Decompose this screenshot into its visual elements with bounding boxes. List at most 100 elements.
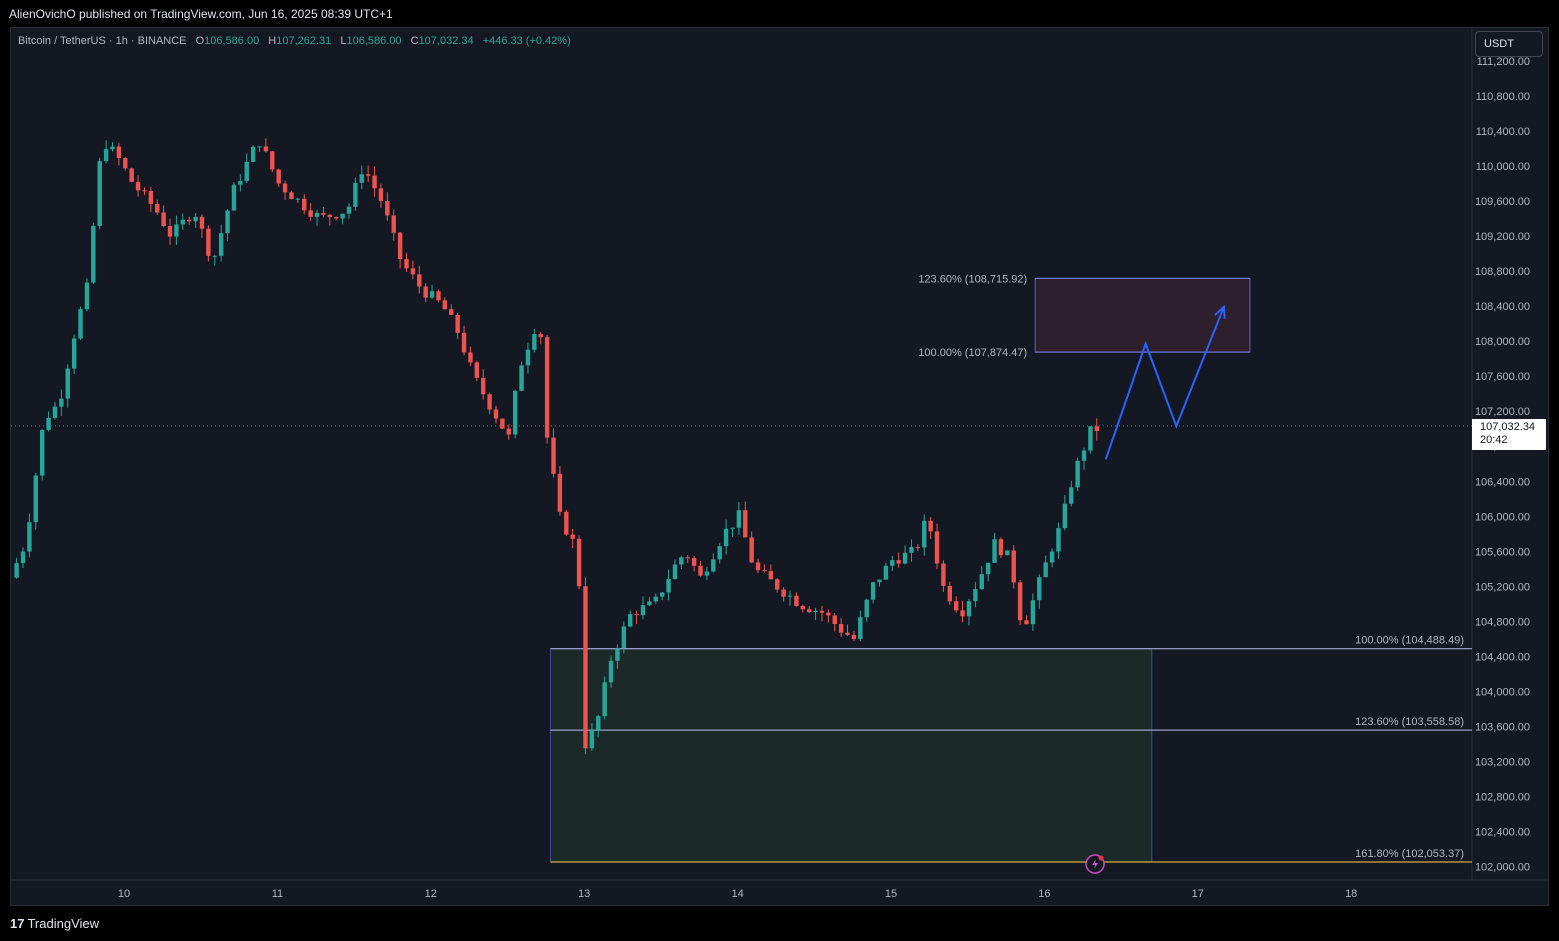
- candle-body: [180, 219, 186, 225]
- candle-body: [634, 614, 639, 616]
- lightning-icon: [1092, 859, 1099, 870]
- candle-body: [193, 216, 198, 222]
- candle-body: [519, 365, 524, 391]
- candle-body: [308, 210, 313, 217]
- x-tick-label: 17: [1192, 888, 1204, 900]
- candle-body: [142, 190, 147, 192]
- candle-body: [1075, 460, 1080, 488]
- candle-body: [1062, 503, 1068, 529]
- candle-body: [1037, 577, 1042, 601]
- candle-body: [410, 268, 416, 275]
- candle-body: [966, 601, 972, 617]
- candle-body: [103, 149, 109, 162]
- candle-body: [532, 334, 537, 350]
- candle-body: [289, 192, 294, 200]
- fib-level-label: 100.00% (104,488.49): [1355, 635, 1464, 647]
- candle-body: [206, 228, 211, 256]
- x-tick-label: 11: [272, 888, 283, 900]
- low-value: 106,586.00: [346, 35, 402, 47]
- candle-body: [474, 362, 480, 378]
- candle-body: [672, 564, 678, 580]
- y-tick-label: 105,200.00: [1475, 581, 1530, 593]
- candle-body: [365, 174, 371, 176]
- candle-body: [985, 562, 991, 575]
- candle-body: [941, 563, 946, 587]
- chart-frame[interactable]: 102,000.00 102,400.00 102,800.00 103,200.00…: [10, 27, 1549, 906]
- candle-body: [481, 377, 486, 395]
- candle-body: [794, 595, 799, 607]
- candle-body: [877, 579, 882, 583]
- change-value: +446.33 (+0.42%): [482, 35, 571, 47]
- projection-arrowhead: [1214, 304, 1226, 319]
- candle-body: [890, 560, 895, 566]
- candle-body: [922, 520, 927, 548]
- candle-body: [487, 394, 492, 410]
- candle-body: [468, 352, 473, 363]
- candle-body: [1094, 426, 1100, 431]
- candle-body: [845, 632, 850, 635]
- footer: 17 TradingView: [0, 906, 1559, 941]
- y-tick-label: 102,800.00: [1475, 792, 1530, 804]
- x-tick-label: 10: [118, 888, 130, 900]
- upper-target-zone: [1034, 277, 1251, 353]
- candle-body: [84, 282, 90, 310]
- candle-body: [602, 682, 607, 717]
- last-price-tag: 107,032.34 20:42: [1472, 419, 1546, 450]
- candle-body: [1081, 450, 1087, 461]
- candle-body: [915, 547, 921, 549]
- candle-body: [851, 634, 857, 639]
- candle-body: [589, 730, 595, 749]
- tradingview-logo[interactable]: 17 TradingView: [10, 916, 99, 931]
- y-tick-label: 106,000.00: [1475, 511, 1530, 523]
- projection-arrow: [1104, 306, 1225, 460]
- candle-body: [334, 217, 339, 219]
- currency-button[interactable]: USDT: [1475, 31, 1543, 57]
- y-tick-label: 105,600.00: [1475, 546, 1530, 558]
- x-tick-label: 18: [1345, 888, 1357, 900]
- price-chart[interactable]: 102,000.00 102,400.00 102,800.00 103,200.00…: [11, 28, 1548, 905]
- candle-body: [544, 337, 550, 438]
- alert-dot: [1098, 855, 1104, 861]
- candle-body: [250, 146, 256, 162]
- y-tick-label: 108,000.00: [1475, 336, 1530, 348]
- candle-body: [231, 184, 237, 211]
- candle-body: [167, 226, 173, 237]
- candle-body: [506, 428, 511, 435]
- candle-body: [755, 562, 761, 571]
- candle-body: [628, 614, 633, 627]
- candle-body: [512, 390, 518, 435]
- candle-body: [321, 213, 326, 215]
- high-key: H: [268, 35, 277, 47]
- candle-body: [110, 146, 115, 150]
- candles-group: [14, 138, 1100, 755]
- candle-body: [27, 522, 32, 552]
- candle-body: [1088, 426, 1093, 451]
- candle-body: [864, 599, 869, 618]
- bar-countdown: 20:42: [1480, 434, 1508, 446]
- candle-body: [928, 520, 933, 532]
- candle-body: [909, 547, 914, 553]
- y-tick-label: 110,800.00: [1476, 91, 1530, 103]
- candle-body: [1056, 528, 1061, 552]
- symbol-label[interactable]: Bitcoin / TetherUS · 1h · BINANCE: [18, 35, 187, 47]
- candle-body: [186, 219, 192, 222]
- fib-level-label: 161.80% (102,053.37): [1355, 848, 1464, 860]
- candle-body: [666, 579, 671, 593]
- open-key: O: [195, 35, 205, 47]
- candle-body: [1049, 551, 1055, 563]
- candle-body: [123, 158, 128, 169]
- last-price-value: 107,032.34: [1480, 421, 1536, 433]
- candle-body: [212, 255, 217, 257]
- candle-body: [161, 212, 166, 227]
- candle-body: [295, 198, 301, 200]
- candle-body: [65, 368, 70, 399]
- candle-body: [781, 589, 786, 597]
- candle-body: [116, 146, 122, 159]
- candle-body: [743, 510, 748, 538]
- candle-body: [813, 610, 818, 613]
- candle-body: [1043, 562, 1048, 578]
- y-tick-label: 104,400.00: [1475, 651, 1530, 663]
- candle-body: [896, 560, 901, 564]
- candle-body: [762, 570, 767, 572]
- candle-body: [551, 437, 556, 474]
